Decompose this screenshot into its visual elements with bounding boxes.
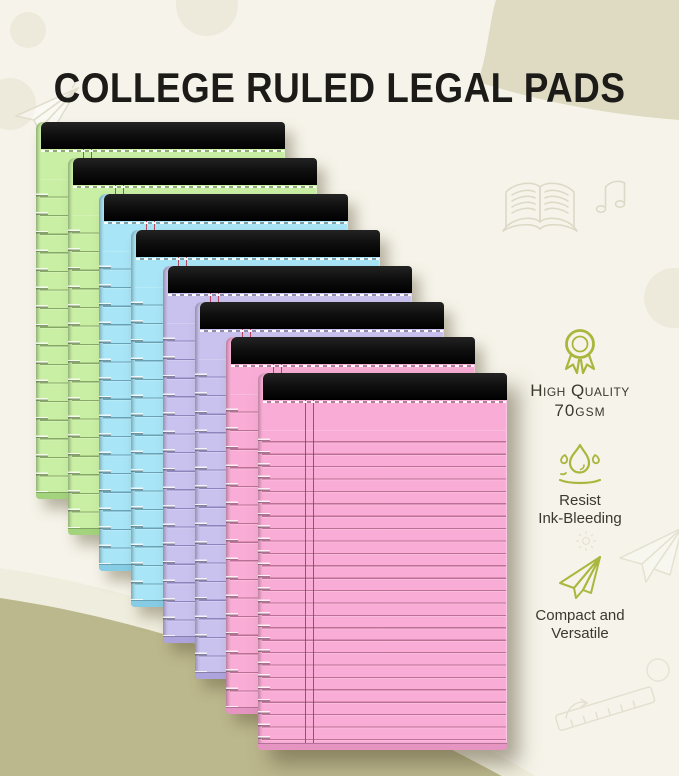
paper-plane-icon [559,556,601,599]
sheet-stack-edge [36,179,48,492]
sheet-stack-edge [257,430,270,744]
perforation-line [199,329,443,332]
binding-strip [41,122,285,149]
feature-item-high-quality: High Quality 70GSM [505,325,655,422]
perforation-line [167,293,411,296]
binding-strip [136,229,381,257]
binding-strip [72,157,317,185]
sheet-stack-edge [67,214,80,528]
water-drop-icon [558,443,602,485]
red-margin-line [304,400,314,745]
page-title: COLLEGE RULED LEGAL PADS [53,64,626,112]
feature-item-compact-versatile: Compact and Versatile [505,553,655,643]
feature-label: High Quality [530,381,630,400]
sheet-stack-edge [194,358,207,672]
perforation-line [136,257,380,260]
sparkle-doodle [576,531,596,551]
binding-strip [104,193,349,221]
sheet-stack-edge [162,322,175,636]
binding-strip [167,265,412,293]
music-note-doodle [595,180,626,213]
legal-pad-pink-8 [257,373,507,751]
sheet-stack-edge [99,250,112,564]
background-blob [644,268,679,328]
feature-label: Resist [559,492,601,509]
circle-doodle [646,658,670,682]
pad-bottom-edge [257,743,507,751]
perforation-line [262,401,506,404]
binding-strip [231,337,476,365]
background-blob [176,0,238,36]
binding-strip [262,373,507,401]
feature-label: 70GSM [554,401,606,421]
perforation-line [72,185,316,188]
perforation-line [231,365,475,368]
sheet-stack-edge [226,394,239,708]
ruler-doodle [554,686,656,731]
medal-icon [564,329,596,375]
perforation-line [104,221,348,224]
feature-label: Ink-Bleeding [538,510,622,527]
feature-label: Versatile [551,625,609,642]
feature-label: Compact and [535,607,625,624]
sheet-stack-edge [131,286,144,600]
feature-item-resist-ink-bleeding: Resist Ink-Bleeding [505,442,655,528]
binding-strip [199,301,444,329]
background-blob [10,12,46,48]
background-blob [0,78,36,130]
ruled-lines [261,430,506,744]
open-book-doodle [502,182,578,232]
perforation-line [41,150,284,152]
